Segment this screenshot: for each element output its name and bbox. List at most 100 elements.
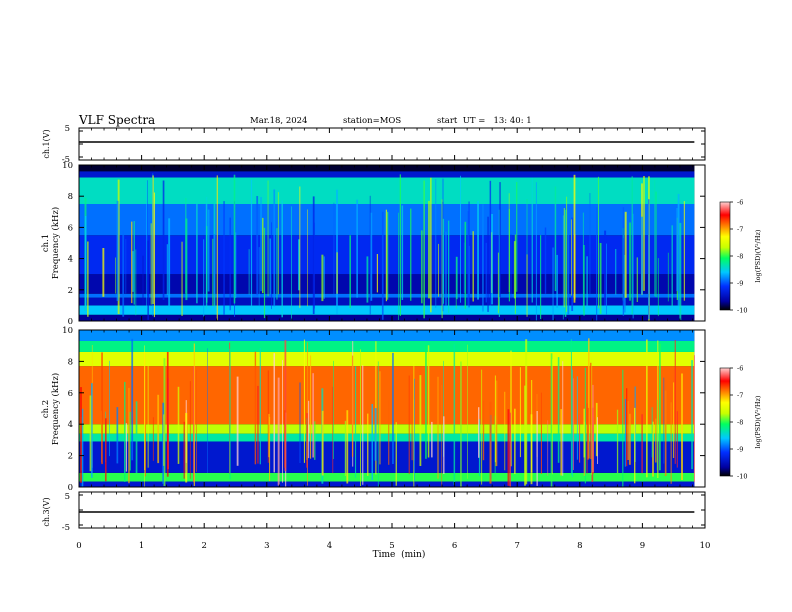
spectrogram-streak xyxy=(676,208,678,292)
spectrogram-streak xyxy=(277,377,280,486)
spectrogram-streak xyxy=(431,421,433,458)
spectrogram-streak xyxy=(193,343,195,486)
spectrogram-streak xyxy=(254,351,257,465)
ch1-frequency-label: Frequency (kHz) xyxy=(50,207,61,279)
spectrogram-streak xyxy=(591,357,593,475)
spectrogram-streak xyxy=(370,212,373,301)
spectrogram-streak xyxy=(598,176,599,309)
spectrogram-streak xyxy=(385,209,387,302)
spectrogram-streak xyxy=(676,411,678,468)
spectrogram-streak xyxy=(207,209,210,292)
ytick-label: 2 xyxy=(68,452,73,462)
spectrogram-streak xyxy=(314,421,316,460)
spectrogram-streak xyxy=(524,385,526,486)
spectrogram-streak xyxy=(571,369,573,477)
spectrogram-streak xyxy=(162,402,165,484)
spectrogram-streak xyxy=(530,414,533,485)
spectrogram-streak xyxy=(513,241,516,299)
ch2-colorbar-label: log(PSD)(V²/Hz) xyxy=(754,395,762,448)
spectrogram-streak xyxy=(185,218,188,301)
spectrogram-streak xyxy=(248,249,250,295)
spectrogram-streak xyxy=(622,369,624,487)
spectrogram-streak xyxy=(673,382,675,458)
ch2-spectrogram-ylabel: ch.2 xyxy=(41,400,51,418)
spectrogram-streak xyxy=(196,200,198,304)
colorbar-tick-label: -10 xyxy=(737,473,747,481)
spectrogram-streak xyxy=(589,193,591,296)
spectrogram-streak xyxy=(362,365,364,485)
colorbar-tick-label: -8 xyxy=(737,253,743,261)
spectrogram-streak xyxy=(379,371,381,465)
spectrogram-streak xyxy=(590,362,592,460)
spectrogram-streak xyxy=(443,416,445,474)
spectrogram-streak xyxy=(497,252,499,314)
spectrogram-streak xyxy=(333,202,335,295)
spectrogram-streak xyxy=(132,251,134,292)
spectrogram-streak xyxy=(206,226,208,303)
ytick-label: 0 xyxy=(68,483,73,493)
spectrogram-streak xyxy=(84,215,87,312)
spectrogram-streak xyxy=(306,413,308,468)
spectrogram-streak xyxy=(235,232,237,299)
spectrogram-streak xyxy=(147,180,148,297)
spectrogram-streak xyxy=(495,380,498,467)
spectrogram-streak xyxy=(519,367,521,458)
colorbar-tick-label: -6 xyxy=(737,365,743,373)
spectrogram-band-3 xyxy=(79,433,695,442)
spectrogram-streak xyxy=(129,411,131,471)
figure-title: VLF Spectra xyxy=(78,113,155,127)
xtick-label: 9 xyxy=(640,541,645,551)
spectrogram-streak xyxy=(586,403,588,474)
spectrogram-streak xyxy=(229,348,231,480)
spectrogram-streak xyxy=(586,256,588,307)
spectrogram-streak xyxy=(491,214,493,305)
xtick-label: 8 xyxy=(577,541,582,551)
spectrogram-streak xyxy=(168,218,171,308)
spectrogram-streak xyxy=(349,235,351,309)
spectrogram-streak xyxy=(478,419,481,476)
colorbar-tick-label: -9 xyxy=(737,446,743,454)
spectrogram-streak xyxy=(509,412,511,487)
spectrogram-streak xyxy=(576,376,578,460)
ytick-label: 6 xyxy=(68,389,73,399)
ch3-ytick-top: 5 xyxy=(65,492,70,502)
ch2-spectrogram-panel: 0 2 4 6 8 10 ch.2 Frequency (kHz) xyxy=(41,326,706,493)
spectrogram-streak xyxy=(573,174,576,303)
spectrogram-streak xyxy=(516,182,518,292)
ch1-colorbar-gradient xyxy=(719,201,731,311)
spectrogram-streak xyxy=(456,256,458,300)
spectrogram-streak xyxy=(310,355,312,459)
spectrogram-streak xyxy=(540,392,542,474)
spectrogram-streak xyxy=(291,206,292,321)
spectrogram-streak xyxy=(381,211,384,320)
spectrogram-streak xyxy=(273,353,275,473)
spectrogram-streak xyxy=(648,199,650,320)
spectrogram-streak xyxy=(109,360,110,457)
spectrogram-streak xyxy=(487,216,489,312)
spectrogram-streak xyxy=(592,384,594,473)
spectrogram-streak xyxy=(562,361,564,476)
spectrogram-streak xyxy=(87,241,89,317)
spectrogram-streak xyxy=(588,338,590,459)
spectrogram-streak xyxy=(321,254,324,302)
spectrogram-streak xyxy=(514,408,516,474)
spectrogram-streak xyxy=(636,257,638,302)
spectrogram-streak xyxy=(634,407,636,484)
spectrogram-streak xyxy=(478,407,480,458)
spectrogram-streak xyxy=(536,411,538,486)
spectrogram-streak xyxy=(654,179,656,297)
ch1-ytick-bottom: -5 xyxy=(62,155,70,165)
spectrogram-band-6 xyxy=(79,351,695,367)
spectrogram-streak xyxy=(481,369,483,485)
spectrogram-streak xyxy=(428,200,430,299)
spectrogram-streak xyxy=(674,340,676,464)
spectrogram-streak xyxy=(482,400,485,461)
spectrogram-streak xyxy=(145,410,146,477)
spectrogram-streak xyxy=(526,254,528,317)
spectrogram-streak xyxy=(604,230,607,306)
spectrogram-streak xyxy=(681,373,683,480)
spectrogram-streak xyxy=(425,345,427,459)
ch1-spectrogram-panel: 0 2 4 6 8 10 ch.1 Frequency (kHz) xyxy=(41,161,706,327)
spectrogram-streak xyxy=(443,360,444,457)
spectrogram-band-1 xyxy=(79,305,695,315)
